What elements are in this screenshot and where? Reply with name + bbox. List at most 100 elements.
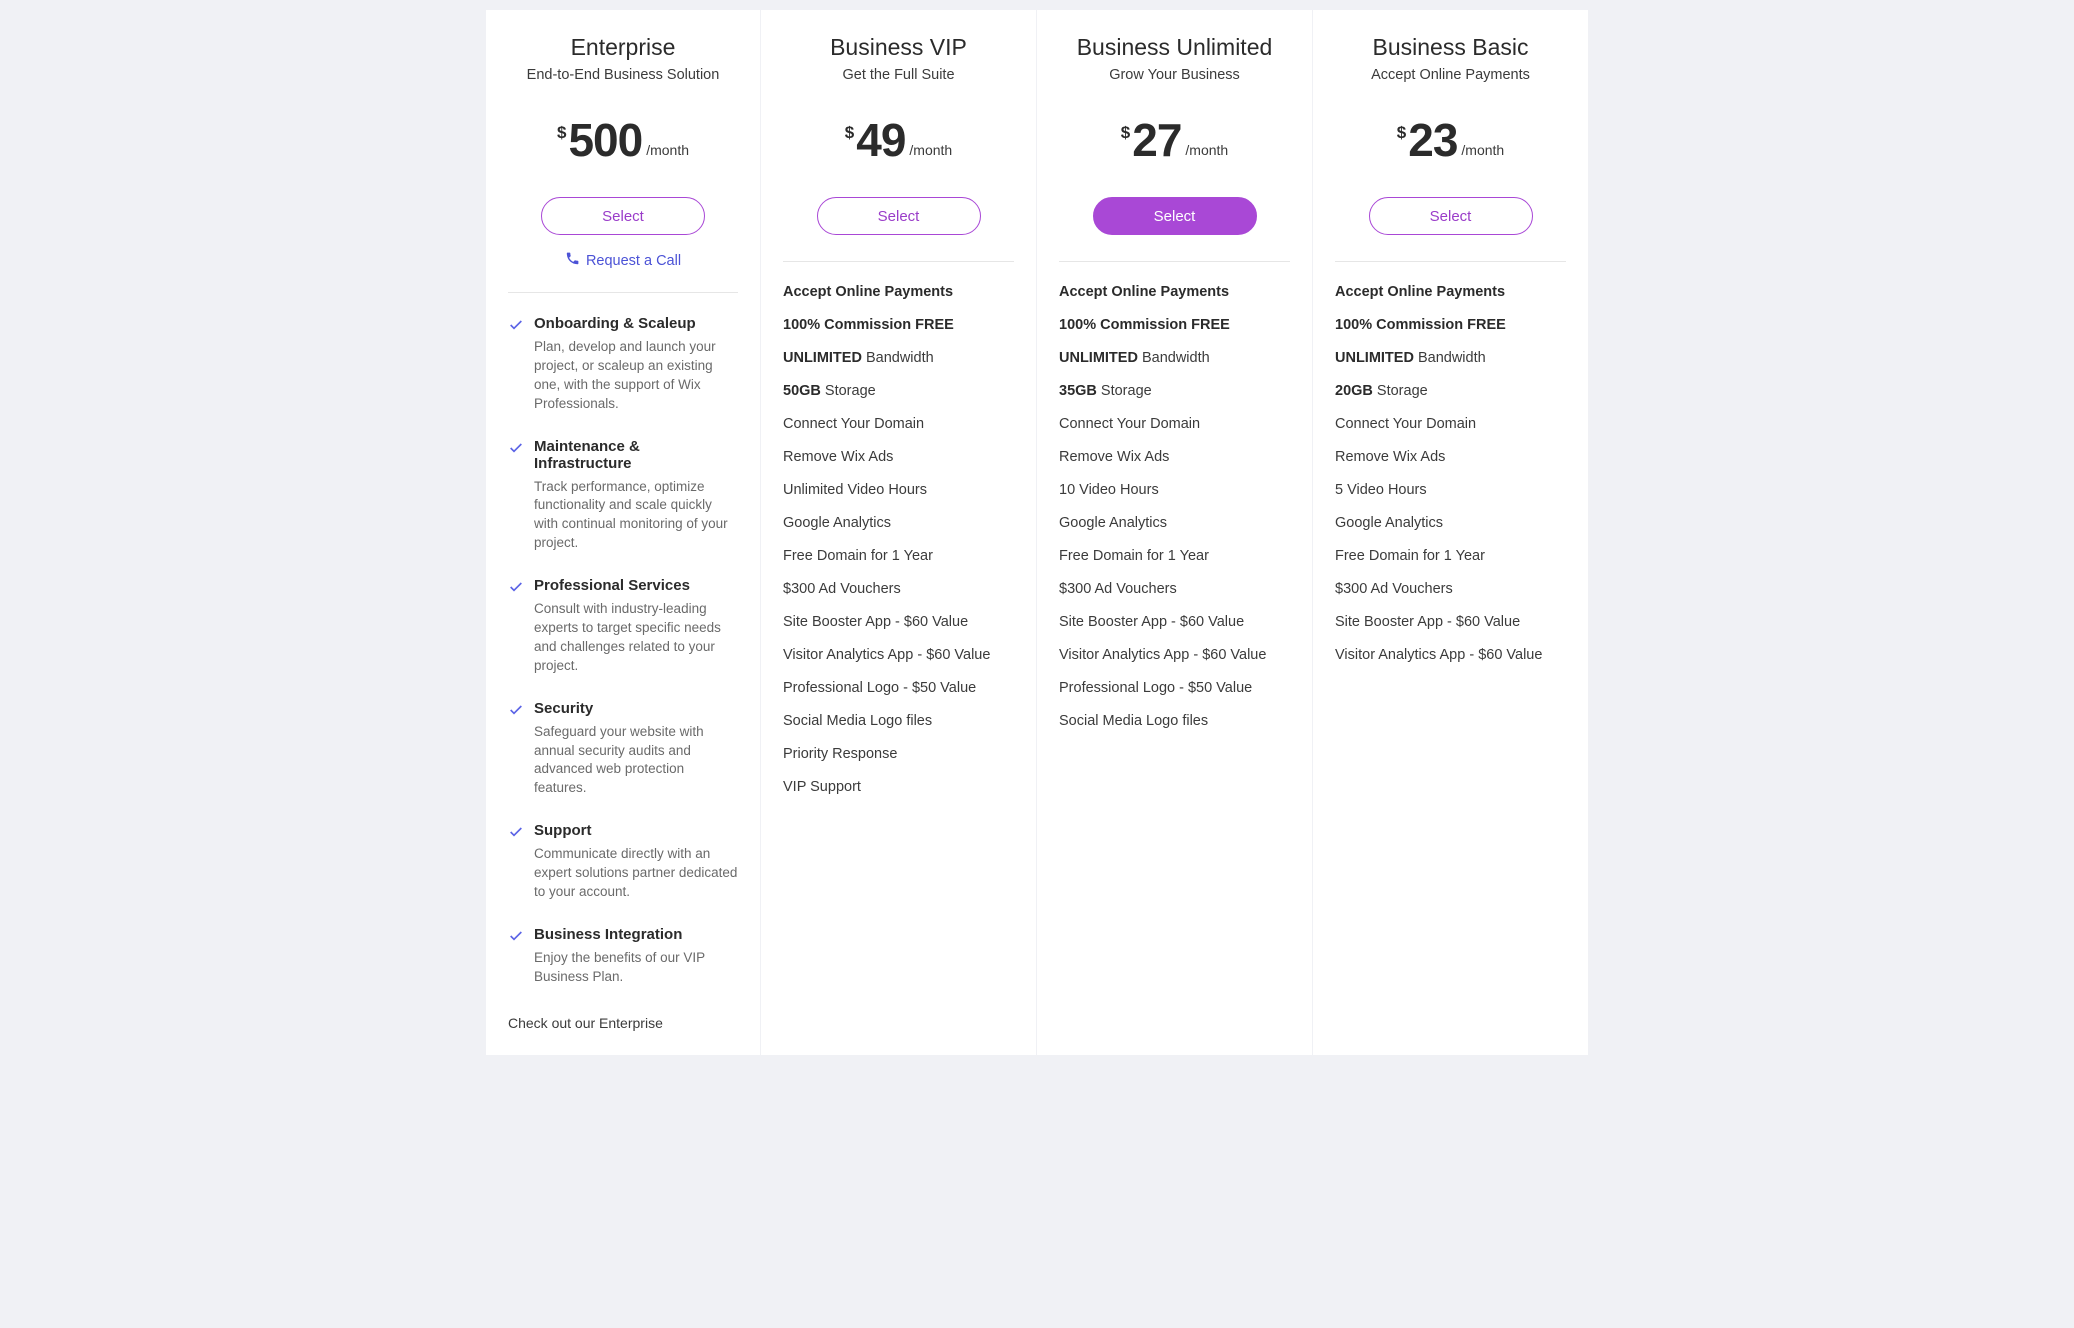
feature-bold: 100% Commission FREE	[1335, 317, 1506, 333]
feature-bold: Accept Online Payments	[1335, 284, 1505, 300]
enterprise-feature-desc: Safeguard your website with annual secur…	[534, 723, 738, 799]
feature-line: VIP Support	[783, 779, 1014, 795]
feature-line: UNLIMITED Bandwidth	[1059, 350, 1290, 366]
enterprise-feature-title: Security	[534, 700, 738, 717]
select-button[interactable]: Select	[541, 197, 705, 235]
feature-line: Free Domain for 1 Year	[1059, 548, 1290, 564]
feature-line: Google Analytics	[1335, 515, 1566, 531]
feature-text: $300 Ad Vouchers	[783, 581, 901, 597]
feature-text: Professional Logo - $50 Value	[783, 680, 976, 696]
feature-line: Accept Online Payments	[783, 284, 1014, 300]
feature-line: Google Analytics	[1059, 515, 1290, 531]
feature-text: 5 Video Hours	[1335, 482, 1427, 498]
currency-symbol: $	[845, 123, 854, 143]
plan-subtitle: Get the Full Suite	[783, 67, 1014, 83]
feature-text: Free Domain for 1 Year	[1335, 548, 1485, 564]
feature-line: Social Media Logo files	[1059, 713, 1290, 729]
per-month-label: /month	[909, 142, 952, 158]
plan-subtitle: Accept Online Payments	[1335, 67, 1566, 83]
enterprise-footer-text: Check out our Enterprise	[508, 1015, 738, 1031]
plan-card-unlimited: Business Unlimited Grow Your Business $ …	[1037, 10, 1313, 1055]
enterprise-feature-title: Support	[534, 822, 738, 839]
feature-text: Connect Your Domain	[1335, 416, 1476, 432]
price-block: $ 27 /month	[1059, 117, 1290, 163]
check-icon	[508, 317, 524, 333]
select-button[interactable]: Select	[1093, 197, 1257, 235]
feature-line: UNLIMITED Bandwidth	[783, 350, 1014, 366]
enterprise-feature-item: Maintenance & InfrastructureTrack perfor…	[508, 438, 738, 554]
feature-line: Visitor Analytics App - $60 Value	[1335, 647, 1566, 663]
feature-bold: 35GB	[1059, 383, 1097, 399]
plan-card-enterprise: Enterprise End-to-End Business Solution …	[485, 10, 761, 1055]
per-month-label: /month	[1461, 142, 1504, 158]
price-block: $ 500 /month	[508, 117, 738, 163]
feature-text: Visitor Analytics App - $60 Value	[783, 647, 990, 663]
select-button[interactable]: Select	[1369, 197, 1533, 235]
feature-text: Site Booster App - $60 Value	[1059, 614, 1244, 630]
feature-text: Storage	[821, 383, 876, 399]
feature-line: Site Booster App - $60 Value	[783, 614, 1014, 630]
feature-line: Connect Your Domain	[783, 416, 1014, 432]
enterprise-feature-item: Professional ServicesConsult with indust…	[508, 577, 738, 676]
select-button[interactable]: Select	[817, 197, 981, 235]
feature-text: Social Media Logo files	[783, 713, 932, 729]
feature-line: 35GB Storage	[1059, 383, 1290, 399]
feature-text: Unlimited Video Hours	[783, 482, 927, 498]
enterprise-feature-desc: Communicate directly with an expert solu…	[534, 845, 738, 902]
feature-line: 100% Commission FREE	[1335, 317, 1566, 333]
feature-text: Social Media Logo files	[1059, 713, 1208, 729]
feature-text: Storage	[1097, 383, 1152, 399]
enterprise-feature-title: Onboarding & Scaleup	[534, 315, 738, 332]
currency-symbol: $	[1397, 123, 1406, 143]
per-month-label: /month	[1185, 142, 1228, 158]
feature-text: Free Domain for 1 Year	[1059, 548, 1209, 564]
enterprise-feature-item: Onboarding & Scaleup Plan, develop and la…	[508, 315, 738, 414]
feature-line: Remove Wix Ads	[1335, 449, 1566, 465]
check-icon	[508, 440, 524, 456]
feature-bold: UNLIMITED	[783, 350, 862, 366]
request-call-link[interactable]: Request a Call	[508, 251, 738, 270]
feature-text: Connect Your Domain	[783, 416, 924, 432]
feature-text: Connect Your Domain	[1059, 416, 1200, 432]
feature-text: Visitor Analytics App - $60 Value	[1335, 647, 1542, 663]
enterprise-feature-list: Onboarding & Scaleup Plan, develop and la…	[508, 315, 738, 987]
feature-text: Google Analytics	[783, 515, 891, 531]
feature-list: Accept Online Payments100% Commission FR…	[1059, 284, 1290, 729]
currency-symbol: $	[1121, 123, 1130, 143]
feature-line: $300 Ad Vouchers	[783, 581, 1014, 597]
divider	[508, 292, 738, 293]
feature-line: Connect Your Domain	[1335, 416, 1566, 432]
feature-text: Storage	[1373, 383, 1428, 399]
feature-line: 100% Commission FREE	[1059, 317, 1290, 333]
plan-title: Enterprise	[508, 34, 738, 61]
feature-text: Google Analytics	[1335, 515, 1443, 531]
feature-text: Bandwidth	[1414, 350, 1486, 366]
divider	[1059, 261, 1290, 262]
enterprise-feature-body: Onboarding & Scaleup Plan, develop and la…	[534, 315, 738, 414]
feature-line: Site Booster App - $60 Value	[1059, 614, 1290, 630]
feature-line: Remove Wix Ads	[1059, 449, 1290, 465]
feature-line: 10 Video Hours	[1059, 482, 1290, 498]
feature-line: Visitor Analytics App - $60 Value	[783, 647, 1014, 663]
feature-line: Professional Logo - $50 Value	[1059, 680, 1290, 696]
enterprise-feature-body: Professional ServicesConsult with indust…	[534, 577, 738, 676]
feature-bold: 50GB	[783, 383, 821, 399]
feature-text: VIP Support	[783, 779, 861, 795]
plan-card-vip: Business VIP Get the Full Suite $ 49 /mo…	[761, 10, 1037, 1055]
feature-line: 100% Commission FREE	[783, 317, 1014, 333]
enterprise-feature-body: Support Communicate directly with an expe…	[534, 822, 738, 902]
feature-line: Free Domain for 1 Year	[783, 548, 1014, 564]
feature-text: Site Booster App - $60 Value	[1335, 614, 1520, 630]
feature-line: 20GB Storage	[1335, 383, 1566, 399]
enterprise-feature-desc: Plan, develop and launch your project, o…	[534, 338, 738, 414]
enterprise-feature-item: Support Communicate directly with an expe…	[508, 822, 738, 902]
check-icon	[508, 579, 524, 595]
feature-text: Priority Response	[783, 746, 897, 762]
plan-subtitle: End-to-End Business Solution	[508, 67, 738, 83]
feature-line: Social Media Logo files	[783, 713, 1014, 729]
feature-line: Free Domain for 1 Year	[1335, 548, 1566, 564]
enterprise-feature-desc: Track performance, optimize functionalit…	[534, 478, 738, 554]
pricing-row: Enterprise End-to-End Business Solution …	[0, 10, 2074, 1055]
feature-line: 5 Video Hours	[1335, 482, 1566, 498]
feature-list: Accept Online Payments 100% Commission FR…	[783, 284, 1014, 795]
